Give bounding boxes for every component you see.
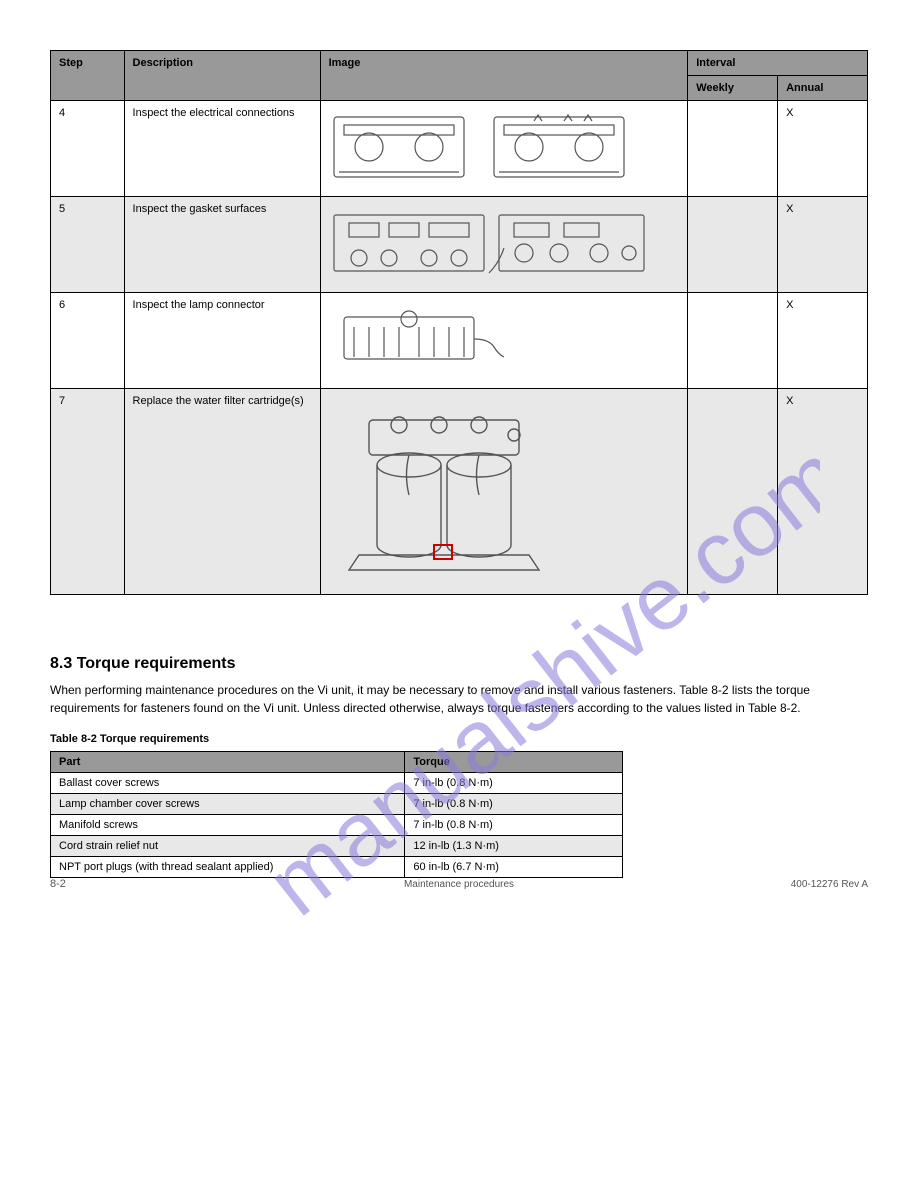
desc-cell: Inspect the electrical connections xyxy=(124,101,320,197)
image-cell-filter xyxy=(320,389,688,595)
table-row: 4 Inspect the electrical connections xyxy=(51,101,868,197)
page-number: 8-2 xyxy=(50,878,66,890)
image-cell-lamp xyxy=(320,293,688,389)
part-cell: Ballast cover screws xyxy=(51,773,405,794)
annual-cell: X xyxy=(778,293,868,389)
torque-cell: 12 in-lb (1.3 N·m) xyxy=(405,836,622,857)
torque-cell: 7 in-lb (0.8 N·m) xyxy=(405,773,622,794)
image-cell-connections xyxy=(320,101,688,197)
desc-cell: Inspect the gasket surfaces xyxy=(124,197,320,293)
weekly-cell xyxy=(688,293,778,389)
torque-table: Part Torque Ballast cover screws 7 in-lb… xyxy=(50,751,623,878)
table-row: Manifold screws 7 in-lb (0.8 N·m) xyxy=(51,815,623,836)
annual-cell: X xyxy=(778,389,868,595)
step-cell: 4 xyxy=(51,101,125,197)
table-row: NPT port plugs (with thread sealant appl… xyxy=(51,857,623,878)
torque-cell: 7 in-lb (0.8 N·m) xyxy=(405,794,622,815)
footer-center: Maintenance procedures xyxy=(404,879,514,890)
section-title: 8.3 Torque requirements xyxy=(50,655,868,673)
part-cell: Cord strain relief nut xyxy=(51,836,405,857)
table-row: Lamp chamber cover screws 7 in-lb (0.8 N… xyxy=(51,794,623,815)
annual-cell: X xyxy=(778,197,868,293)
table-row: Ballast cover screws 7 in-lb (0.8 N·m) xyxy=(51,773,623,794)
table-caption: Table 8-2 Torque requirements xyxy=(50,733,868,745)
footer-right: 400-12276 Rev A xyxy=(791,879,868,890)
maintenance-table: Step Description Image Interval Weekly A… xyxy=(50,50,868,595)
th-step: Step xyxy=(51,51,125,101)
part-cell: Lamp chamber cover screws xyxy=(51,794,405,815)
step-cell: 7 xyxy=(51,389,125,595)
table-row: Cord strain relief nut 12 in-lb (1.3 N·m… xyxy=(51,836,623,857)
desc-cell: Replace the water filter cartridge(s) xyxy=(124,389,320,595)
table-row: 7 Replace the water filter cartridge(s) xyxy=(51,389,868,595)
torque-cell: 7 in-lb (0.8 N·m) xyxy=(405,815,622,836)
th-interval: Interval xyxy=(688,51,868,76)
weekly-cell xyxy=(688,389,778,595)
th-torque: Torque xyxy=(405,752,622,773)
desc-cell: Inspect the lamp connector xyxy=(124,293,320,389)
image-cell-gaskets xyxy=(320,197,688,293)
th-desc: Description xyxy=(124,51,320,101)
th-weekly: Weekly xyxy=(688,76,778,101)
th-part: Part xyxy=(51,752,405,773)
th-image: Image xyxy=(320,51,688,101)
th-annual: Annual xyxy=(778,76,868,101)
weekly-cell xyxy=(688,197,778,293)
section-body: When performing maintenance procedures o… xyxy=(50,681,868,717)
step-cell: 5 xyxy=(51,197,125,293)
step-cell: 6 xyxy=(51,293,125,389)
part-cell: NPT port plugs (with thread sealant appl… xyxy=(51,857,405,878)
weekly-cell xyxy=(688,101,778,197)
torque-cell: 60 in-lb (6.7 N·m) xyxy=(405,857,622,878)
table-row: 6 Inspect the lamp connector X xyxy=(51,293,868,389)
table-row: 5 Inspect the gasket surfaces xyxy=(51,197,868,293)
part-cell: Manifold screws xyxy=(51,815,405,836)
annual-cell: X xyxy=(778,101,868,197)
